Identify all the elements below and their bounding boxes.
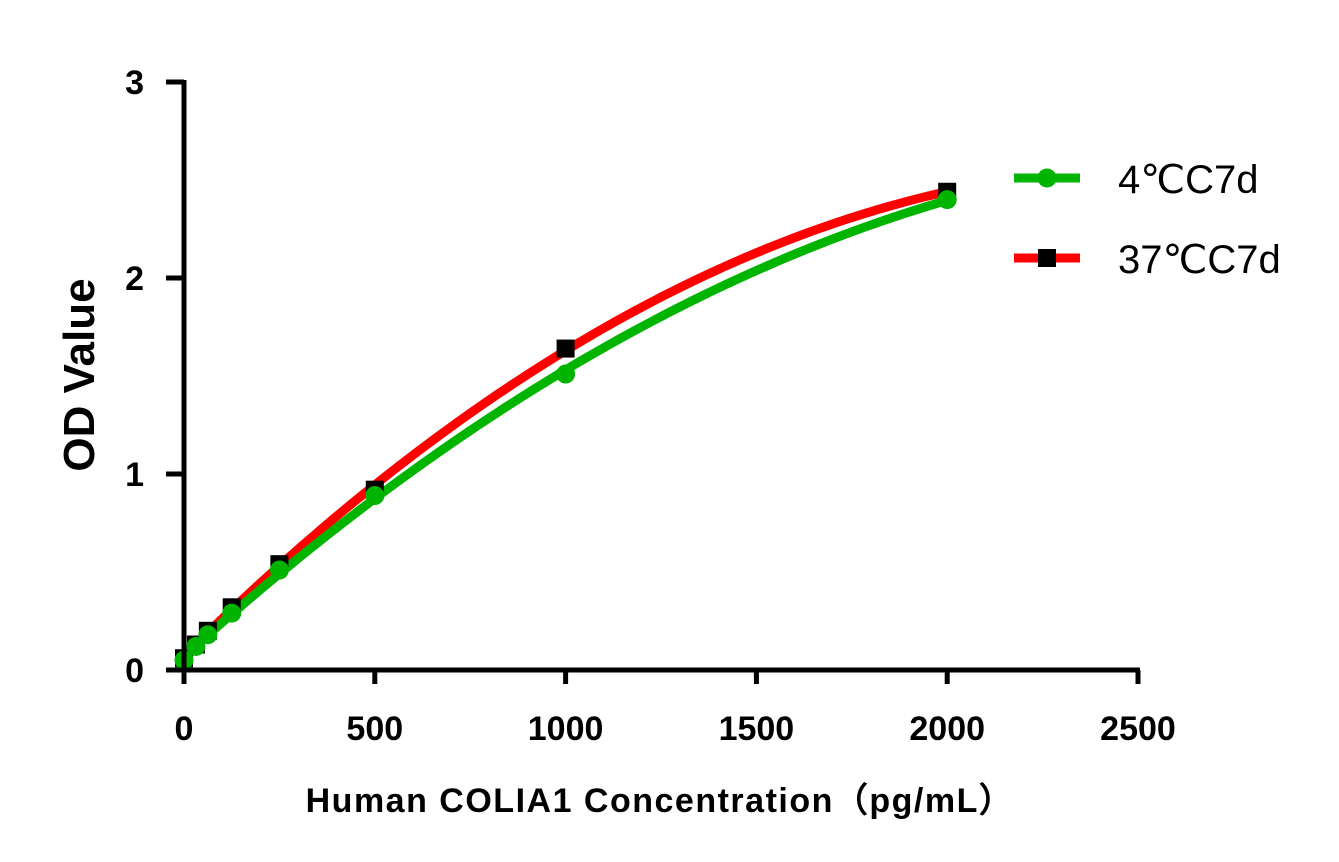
series-line — [179, 195, 952, 661]
data-point-circle — [937, 190, 957, 210]
series-line — [179, 187, 952, 661]
x-tick-label: 2500 — [1100, 710, 1176, 748]
data-point-circle — [365, 486, 385, 506]
data-point-circle — [198, 625, 218, 645]
data-point-circle — [186, 636, 206, 656]
legend-label: 37℃C7d — [1118, 238, 1281, 282]
y-tick-label: 0 — [125, 652, 144, 690]
fitted-curves — [179, 187, 952, 661]
data-point-circle — [556, 364, 576, 384]
y-ticks: 0 1 2 3 — [125, 64, 184, 690]
data-point-square — [556, 339, 575, 358]
x-tick-label: 1500 — [719, 710, 795, 748]
y-tick-label: 3 — [125, 64, 144, 102]
axes — [181, 80, 1140, 673]
data-markers — [174, 182, 957, 670]
x-tick-label: 2000 — [909, 710, 985, 748]
data-point-circle — [222, 603, 242, 623]
legend-marker-circle — [1037, 168, 1057, 188]
y-tick-label: 2 — [125, 260, 144, 298]
legend-label: 4℃C7d — [1118, 158, 1259, 202]
legend-marker-square — [1038, 249, 1056, 267]
y-tick-label: 1 — [125, 456, 144, 494]
x-tick-label: 1000 — [528, 710, 604, 748]
y-axis-title: OD Value — [55, 278, 104, 471]
data-point-circle — [269, 560, 289, 580]
legend: 4℃C7d 37℃C7d — [1014, 158, 1281, 282]
x-tick-label: 0 — [175, 710, 194, 748]
x-tick-label: 500 — [346, 710, 403, 748]
x-ticks: 0 500 1000 1500 2000 2500 — [175, 670, 1176, 748]
x-axis-title: Human COLIA1 Concentration（pg/mL） — [306, 781, 1015, 820]
